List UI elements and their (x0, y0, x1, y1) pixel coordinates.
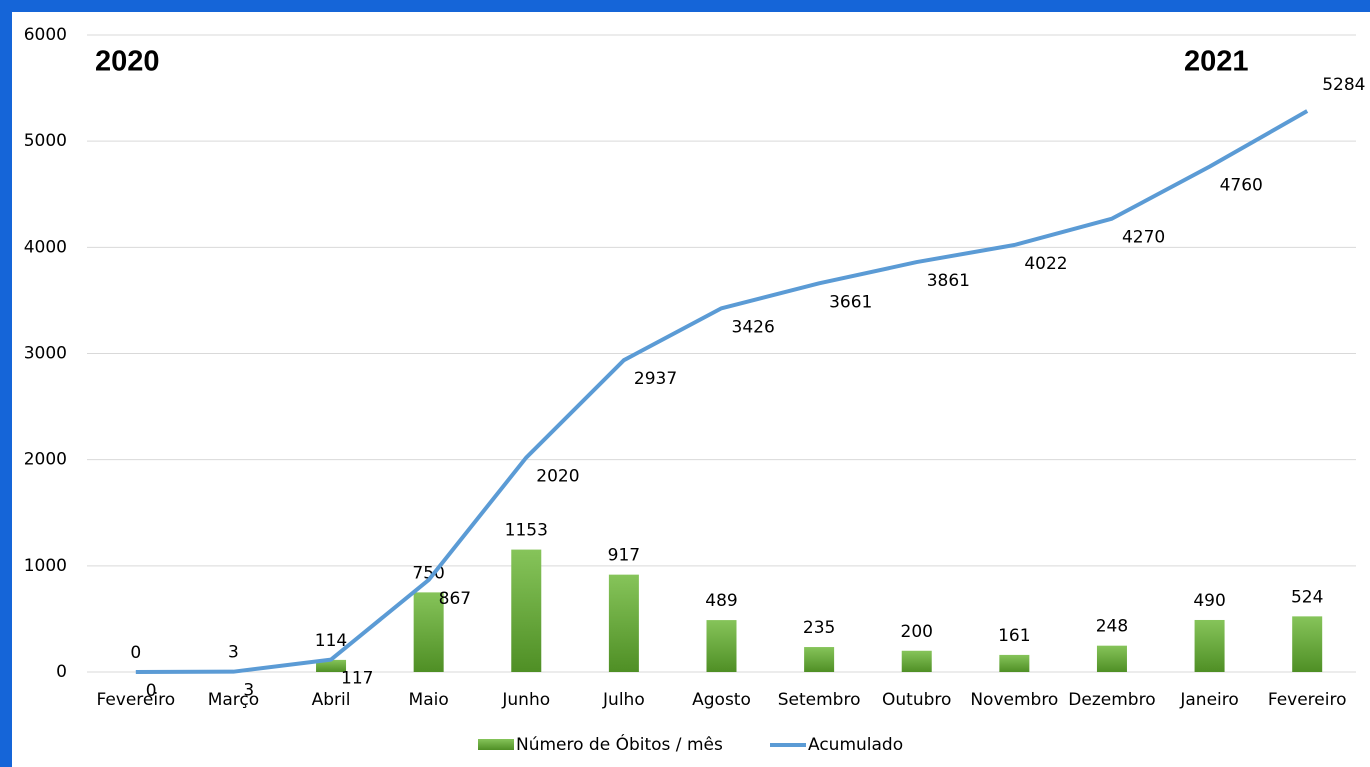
x-tick-label: Agosto (692, 690, 751, 710)
data-label: 3426 (732, 317, 775, 337)
line (135, 109, 1309, 674)
y-tick-label: 4000 (24, 237, 67, 257)
data-label: 1153 (505, 521, 548, 541)
data-label: 3 (243, 681, 254, 701)
data-label: 200 (901, 622, 933, 642)
x-tick-label: Novembro (970, 690, 1058, 710)
data-label: 114 (315, 631, 347, 651)
data-label: 867 (439, 589, 471, 609)
x-tick-label: Março (208, 690, 259, 710)
data-label: 5284 (1322, 75, 1365, 95)
bar (413, 592, 444, 672)
data-label: 117 (341, 669, 373, 689)
bar (804, 647, 835, 672)
bar (706, 620, 737, 672)
y-tick-label: 5000 (24, 131, 67, 151)
chart: 2020 2021 0100020003000400050006000Fever… (12, 12, 1370, 767)
legend-label: Acumulado (808, 735, 903, 755)
x-tick-label: Fevereiro (1268, 690, 1347, 710)
annotation: 2020 (95, 46, 160, 78)
data-label: 3861 (927, 271, 970, 291)
annotation: 2021 (1184, 46, 1249, 78)
x-tick-label: Dezembro (1068, 690, 1155, 710)
data-label: 0 (146, 681, 157, 701)
legend-swatch (478, 739, 514, 750)
data-label: 524 (1291, 587, 1323, 607)
bar (608, 574, 639, 672)
y-tick-label: 2000 (24, 450, 67, 470)
bar (901, 650, 932, 672)
bar (999, 654, 1030, 672)
bar (1292, 616, 1323, 672)
data-label: 3 (228, 643, 239, 663)
x-tick-label: Setembro (778, 690, 861, 710)
data-label: 490 (1193, 591, 1225, 611)
data-label: 235 (803, 618, 835, 638)
x-tick-label: Junho (501, 690, 550, 710)
data-label: 489 (705, 591, 737, 611)
data-label: 0 (130, 643, 141, 663)
y-tick-label: 6000 (24, 25, 67, 45)
x-tick-label: Janeiro (1179, 690, 1238, 710)
x-tick-label: Abril (312, 690, 351, 710)
data-label: 3661 (829, 292, 872, 312)
data-label: 4270 (1122, 228, 1165, 248)
x-tick-label: Julho (602, 690, 645, 710)
bar (511, 549, 542, 672)
bar (1194, 619, 1225, 672)
y-tick-label: 0 (56, 662, 67, 682)
data-label: 917 (608, 546, 640, 566)
x-tick-label: Maio (409, 690, 449, 710)
x-tick-label: Outubro (882, 690, 951, 710)
data-label: 4022 (1024, 254, 1067, 274)
data-label: 4760 (1220, 176, 1263, 196)
data-label: 2020 (536, 467, 579, 487)
data-label: 2937 (634, 369, 677, 389)
data-label: 248 (1096, 617, 1128, 637)
data-label: 161 (998, 626, 1030, 646)
legend-label: Número de Óbitos / mês (516, 733, 723, 755)
y-tick-label: 1000 (24, 556, 67, 576)
bar (316, 659, 347, 672)
bar (1096, 645, 1127, 672)
x-tick-label: Fevereiro (96, 690, 175, 710)
y-tick-label: 3000 (24, 344, 67, 364)
